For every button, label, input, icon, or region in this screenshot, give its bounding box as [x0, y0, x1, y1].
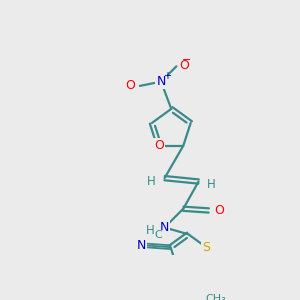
- Text: O: O: [179, 59, 189, 72]
- Text: N: N: [160, 221, 169, 234]
- Text: O: O: [215, 204, 225, 217]
- Text: H: H: [147, 175, 156, 188]
- Text: O: O: [126, 80, 136, 92]
- Text: +: +: [163, 71, 171, 81]
- Text: N: N: [137, 239, 146, 252]
- Text: S: S: [202, 241, 210, 254]
- Text: −: −: [182, 56, 191, 65]
- Text: H: H: [146, 224, 154, 236]
- Text: C: C: [155, 230, 163, 240]
- Text: CH₃: CH₃: [205, 294, 226, 300]
- Text: N: N: [156, 75, 166, 88]
- Text: H: H: [207, 178, 216, 191]
- Text: O: O: [154, 139, 164, 152]
